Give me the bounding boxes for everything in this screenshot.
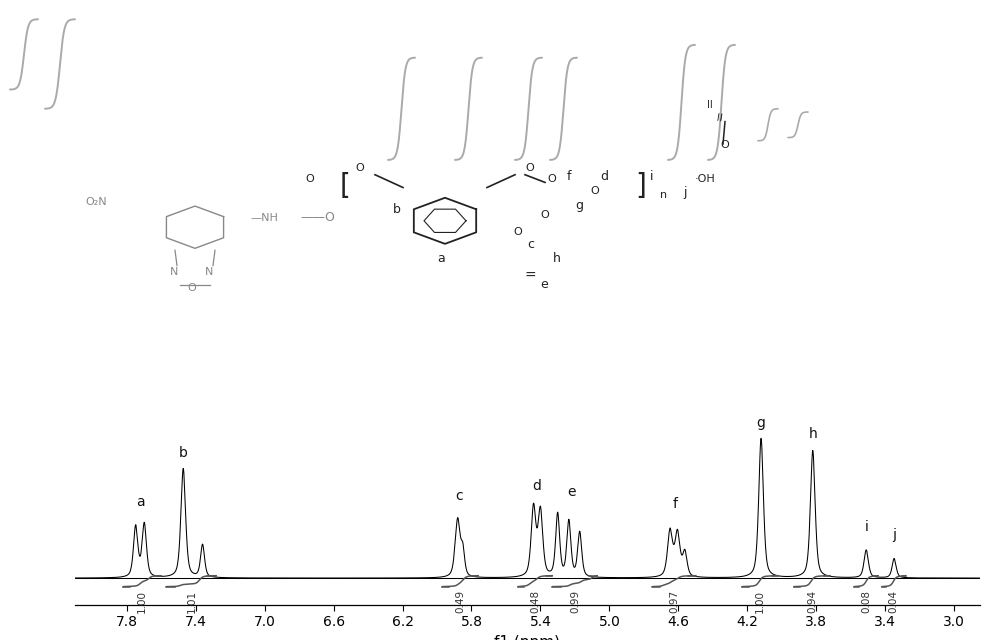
Text: 0.08: 0.08	[861, 589, 871, 612]
Text: =: =	[713, 109, 728, 122]
Text: —NH: —NH	[250, 212, 278, 223]
Text: c: c	[527, 237, 534, 251]
Text: 1.00: 1.00	[755, 589, 765, 612]
Text: ——O: ——O	[300, 211, 335, 224]
Text: 0.49: 0.49	[455, 589, 465, 612]
Text: 0.04: 0.04	[889, 589, 899, 612]
Text: f: f	[567, 170, 572, 184]
Text: O: O	[720, 141, 729, 150]
Text: O: O	[547, 174, 556, 184]
Text: b: b	[393, 203, 401, 216]
Text: N: N	[170, 268, 178, 277]
Text: 1.01: 1.01	[186, 589, 196, 612]
Text: O: O	[540, 210, 549, 220]
Text: e: e	[567, 485, 576, 499]
Text: f: f	[672, 497, 677, 511]
Text: 0.99: 0.99	[570, 589, 580, 612]
Text: II: II	[707, 99, 713, 109]
Text: N: N	[205, 268, 213, 277]
Text: 1.00: 1.00	[137, 589, 147, 612]
Text: O: O	[526, 163, 534, 173]
Text: [: [	[340, 172, 351, 200]
Text: O: O	[590, 186, 599, 196]
Text: ]: ]	[635, 172, 646, 200]
Text: O: O	[187, 283, 196, 293]
Text: h: h	[808, 427, 817, 441]
Text: O: O	[513, 227, 522, 237]
Text: 0.94: 0.94	[807, 589, 817, 612]
Text: 0.48: 0.48	[530, 589, 540, 612]
Text: n: n	[660, 190, 667, 200]
Text: c: c	[456, 489, 463, 503]
Text: ·OH: ·OH	[695, 174, 716, 184]
Text: O₂N: O₂N	[85, 196, 107, 207]
Text: i: i	[864, 520, 868, 534]
Text: j: j	[683, 186, 686, 200]
Text: g: g	[757, 416, 766, 430]
Text: =: =	[525, 269, 537, 283]
Text: g: g	[575, 199, 583, 212]
Text: d: d	[600, 170, 608, 184]
X-axis label: f1 (ppm): f1 (ppm)	[494, 635, 560, 640]
Text: j: j	[892, 528, 896, 541]
Text: d: d	[533, 479, 541, 493]
Text: O: O	[356, 163, 364, 173]
Text: h: h	[553, 252, 561, 266]
Text: b: b	[179, 447, 188, 460]
Text: 0.97: 0.97	[669, 589, 679, 612]
Text: a: a	[437, 252, 445, 266]
Text: a: a	[136, 495, 145, 509]
Text: i: i	[650, 170, 654, 184]
Text: O: O	[305, 174, 314, 184]
Text: e: e	[540, 278, 548, 291]
